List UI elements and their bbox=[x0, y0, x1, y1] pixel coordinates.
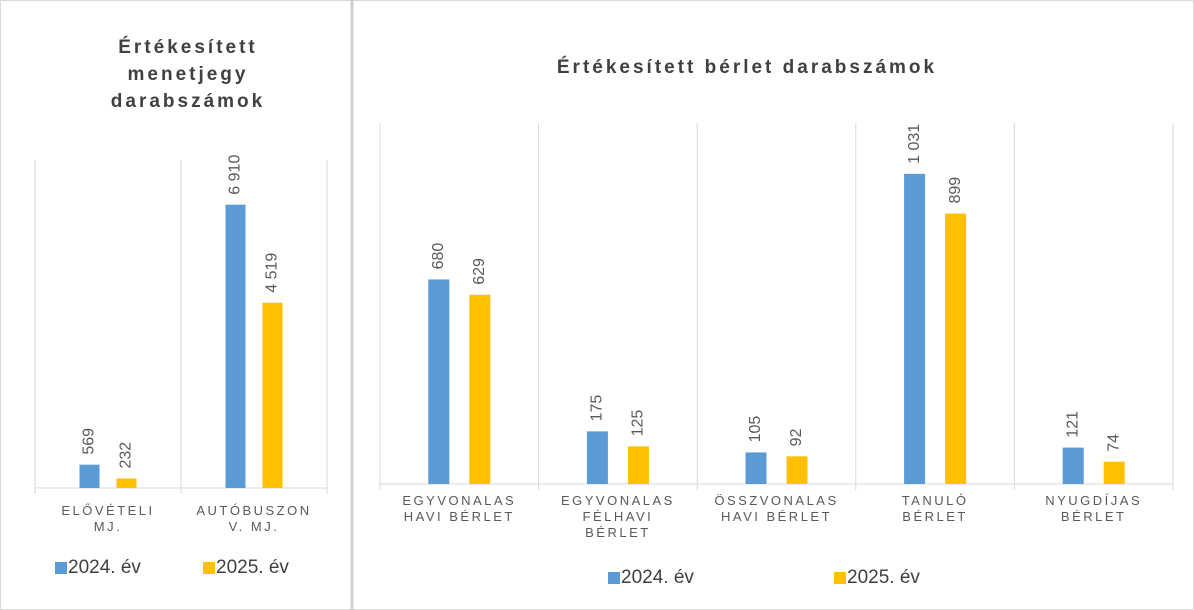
x-tick-label: EGYVONALAS HAVI BÉRLET bbox=[402, 493, 516, 524]
value-label: 899 bbox=[947, 177, 964, 204]
bar bbox=[1062, 447, 1084, 484]
value-label: 105 bbox=[747, 416, 764, 443]
x-tick-label: NYUGDÍJAS BÉRLET bbox=[1045, 493, 1142, 524]
value-label: 125 bbox=[630, 410, 647, 437]
value-label: 74 bbox=[1105, 434, 1122, 452]
bar bbox=[786, 456, 808, 484]
x-tick-label: EGYVONALAS FÉLHAVI BÉRLET bbox=[561, 493, 675, 540]
bar bbox=[79, 464, 100, 488]
value-label: 6 910 bbox=[227, 155, 244, 195]
legend-label: 2025. év bbox=[216, 557, 289, 578]
legend-label: 2025. év bbox=[847, 567, 920, 588]
bar bbox=[904, 173, 926, 485]
value-label: 1 031 bbox=[906, 124, 923, 164]
bar bbox=[262, 302, 283, 488]
bar bbox=[116, 478, 137, 488]
legend-swatch bbox=[834, 572, 846, 584]
bar bbox=[469, 294, 491, 484]
value-label: 629 bbox=[471, 258, 488, 285]
value-label: 92 bbox=[788, 428, 805, 446]
bar bbox=[586, 431, 608, 484]
value-label: 175 bbox=[589, 395, 606, 422]
value-label: 680 bbox=[430, 243, 447, 270]
value-label: 121 bbox=[1064, 411, 1081, 438]
value-label: 4 519 bbox=[264, 253, 281, 293]
legend-label: 2024. év bbox=[621, 567, 694, 588]
bar bbox=[428, 279, 450, 484]
x-tick-label: AUTÓBUSZON V. MJ. bbox=[196, 503, 311, 534]
legend-swatch bbox=[608, 572, 620, 584]
chart-title: Értékesített menetjegy darabszámok bbox=[111, 36, 265, 112]
legend-label: 2024. év bbox=[68, 557, 141, 578]
x-tick-label: TANULÓ BÉRLET bbox=[902, 493, 969, 524]
x-tick-label: ÖSSZVONALAS HAVI BÉRLET bbox=[714, 493, 838, 524]
chart-title: Értékesített bérlet darabszámok bbox=[557, 56, 937, 78]
bar bbox=[745, 452, 767, 484]
value-label: 232 bbox=[118, 442, 135, 469]
bar bbox=[627, 446, 649, 484]
bar bbox=[945, 213, 967, 484]
legend-swatch bbox=[203, 562, 215, 574]
value-label: 569 bbox=[81, 428, 98, 455]
x-tick-label: ELŐVÉTELI MJ. bbox=[61, 503, 154, 534]
bar bbox=[225, 204, 246, 488]
legend-swatch bbox=[55, 562, 67, 574]
bar bbox=[1103, 461, 1125, 484]
